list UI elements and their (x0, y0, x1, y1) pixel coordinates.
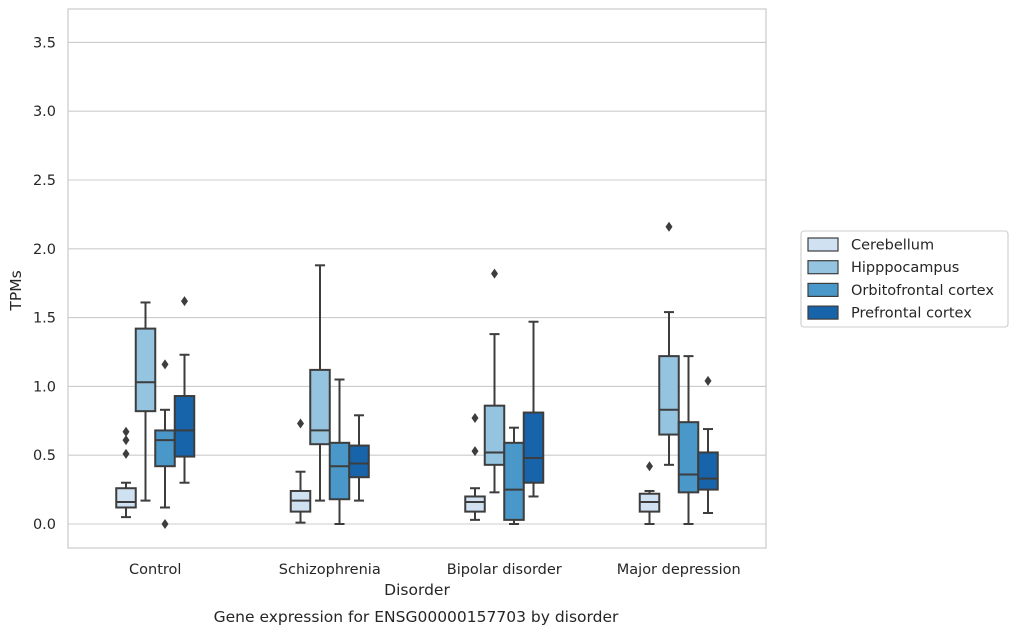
legend-label: Hipppocampus (851, 260, 959, 276)
box (328, 378, 351, 525)
x-tick-label: Major depression (617, 562, 741, 578)
y-tick-label: 2.0 (33, 242, 56, 258)
legend-label: Prefrontal cortex (851, 306, 972, 322)
outlier-marker (665, 221, 673, 232)
box (173, 296, 196, 484)
y-tick-label: 3.5 (33, 35, 56, 51)
outlier-marker (122, 448, 130, 459)
box (348, 414, 370, 502)
box (658, 221, 680, 466)
box-body (309, 368, 331, 446)
box-body (348, 444, 370, 479)
box-body (173, 395, 196, 458)
y-tick-label: 1.0 (33, 379, 56, 395)
plot-area (115, 221, 719, 529)
box (154, 359, 176, 529)
outlier-marker (181, 296, 188, 307)
x-axis-label: Disorder (384, 581, 450, 599)
box (697, 375, 719, 514)
box-body (697, 451, 719, 491)
legend-swatch (807, 305, 839, 320)
y-tick-label: 0.0 (33, 517, 56, 533)
box (309, 264, 331, 502)
outlier-marker (471, 446, 479, 457)
box (503, 426, 525, 525)
box-body (503, 441, 525, 521)
box (134, 301, 157, 502)
box-body (328, 441, 351, 501)
legend-label: Orbitofrontal cortex (851, 283, 994, 299)
box (483, 268, 506, 494)
legend-swatch (807, 260, 839, 275)
outlier-marker (122, 426, 130, 437)
box (638, 461, 661, 525)
box-body (522, 411, 545, 484)
y-axis-ticks: 0.0 0.5 1.0 1.5 2.0 2.5 3.0 3.5 (33, 35, 56, 533)
box-body (134, 327, 157, 413)
box (522, 320, 545, 498)
outlier-marker (471, 413, 479, 424)
y-tick-label: 0.5 (33, 448, 56, 464)
legend: Cerebellum Hipppocampus Orbitofrontal cort… (800, 230, 1009, 328)
x-tick-label: Bipolar disorder (447, 562, 562, 578)
legend-swatch (807, 237, 839, 252)
outlier-marker (161, 359, 169, 370)
y-tick-label: 1.5 (33, 311, 56, 327)
x-tick-label: Schizophrenia (279, 562, 381, 578)
box (464, 413, 486, 521)
x-tick-label: Control (129, 562, 181, 578)
legend-swatch (807, 282, 839, 297)
box-body (483, 404, 506, 466)
outlier-marker (297, 418, 304, 429)
legend-frame (800, 230, 1009, 328)
box-body (658, 355, 680, 436)
y-axis-label: TPMs (7, 270, 25, 311)
box-body (115, 487, 137, 509)
outlier-marker (491, 268, 498, 279)
y-tick-label: 2.5 (33, 173, 56, 189)
outlier-marker (122, 435, 130, 446)
outlier-marker (161, 519, 169, 529)
box-body (464, 495, 486, 513)
box-body (154, 429, 176, 468)
legend-label: Cerebellum (851, 238, 934, 254)
y-tick-label: 3.0 (33, 104, 56, 120)
outlier-marker (646, 461, 653, 472)
outlier-marker (704, 375, 712, 386)
x-axis-ticks: Control Schizophrenia Bipolar disorder Majo… (129, 562, 741, 578)
box-body (677, 421, 700, 494)
box (115, 426, 137, 519)
chart-caption: Gene expression for ENSG00000157703 by d… (214, 608, 619, 626)
axes-frame (67, 8, 767, 549)
box (677, 355, 700, 525)
box (289, 418, 312, 524)
